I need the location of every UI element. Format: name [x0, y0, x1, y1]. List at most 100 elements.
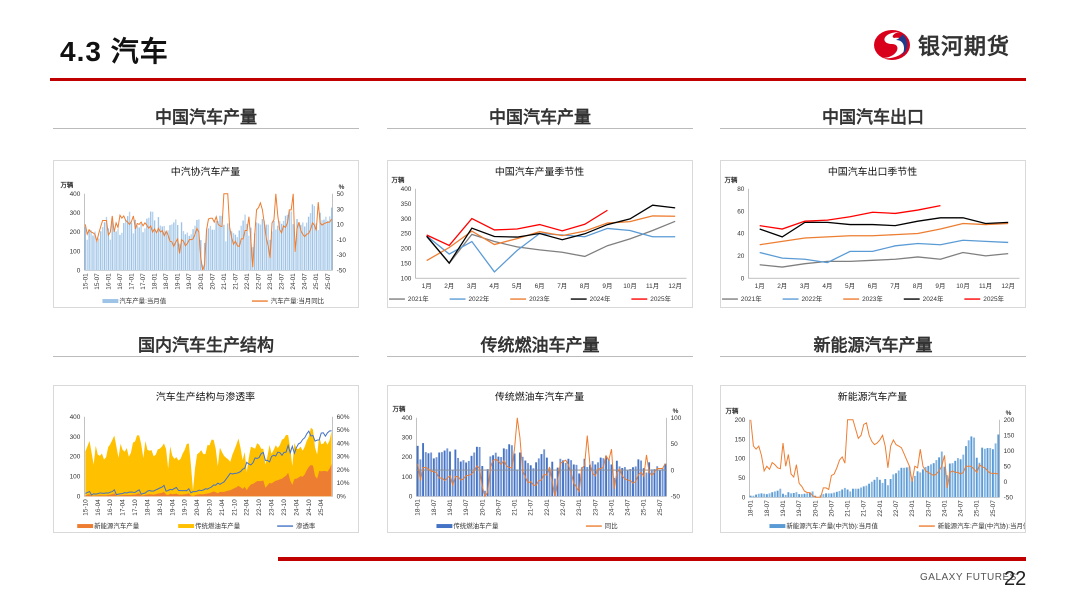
bar	[290, 211, 292, 271]
x-tick-label: 23-10	[281, 499, 288, 516]
bar	[157, 217, 160, 271]
bar	[298, 224, 300, 271]
x-tick-label: 18-04	[144, 499, 151, 516]
bar	[537, 458, 540, 497]
bar	[223, 224, 225, 271]
header-divider	[50, 78, 1026, 81]
x-tick-label: 5月	[512, 282, 522, 290]
legend-label: 同比	[605, 521, 618, 530]
bar	[134, 219, 137, 271]
y2-axis-unit: %	[1006, 410, 1012, 417]
x-tick-label: 21-01	[845, 500, 852, 517]
x-tick-label: 10月	[623, 282, 637, 290]
x-tick-label: 24-01	[608, 499, 615, 516]
yoy-line	[417, 417, 666, 498]
bar	[449, 451, 451, 497]
chart-export-seasonality: 中国汽车出口季节性 万辆 0 20 40 60 80 1月 2月 3月 4月 5月 6月 7月 8月 9月 10…	[720, 160, 1026, 308]
bar	[109, 239, 111, 271]
bar	[760, 493, 763, 498]
bar	[279, 221, 281, 271]
y-tick-label: 100	[402, 474, 413, 481]
x-tick-label: 21-07	[528, 499, 535, 516]
bar	[973, 437, 976, 498]
bar	[84, 226, 86, 271]
bar	[830, 493, 833, 498]
bar	[854, 488, 857, 498]
bar	[749, 495, 752, 498]
bar	[250, 227, 252, 271]
bar	[862, 486, 865, 498]
legend-label: 渗透率	[296, 521, 316, 530]
x-tick-label: 25-04	[318, 499, 325, 516]
y-tick-label: 0	[77, 493, 81, 500]
y2-tick-label: -50	[671, 493, 681, 500]
y-axis-unit: 万辆	[392, 404, 406, 413]
bar	[317, 230, 319, 271]
bar	[123, 223, 125, 271]
bar	[259, 224, 262, 271]
bar	[642, 468, 645, 497]
bar	[313, 206, 316, 271]
series-line-2023年	[759, 222, 1009, 246]
bar	[768, 493, 771, 498]
bar	[136, 225, 138, 271]
x-tick-label: 17-07	[140, 273, 147, 290]
x-tick-label: 21-10	[231, 499, 238, 516]
y-tick-label: 150	[401, 260, 412, 267]
bar	[150, 211, 152, 271]
bar	[234, 234, 237, 271]
bar	[186, 232, 188, 271]
bar	[248, 235, 250, 271]
legend-label: 2022年	[801, 294, 822, 303]
bar	[852, 488, 854, 498]
series-line-2021年	[426, 220, 676, 265]
bar	[265, 224, 267, 271]
bar	[130, 222, 133, 271]
legend-label: 2022年	[468, 294, 489, 303]
bar	[107, 228, 110, 271]
x-tick-label: 24-10	[306, 499, 313, 516]
bar	[171, 224, 173, 271]
legend-label: 2025年	[650, 294, 671, 303]
bar	[779, 488, 782, 498]
bar	[430, 452, 433, 497]
section-divider	[387, 128, 693, 129]
company-logo: 银河期货	[872, 28, 1010, 62]
bar	[121, 232, 123, 271]
bar	[884, 479, 887, 498]
bar	[286, 214, 289, 271]
bar	[599, 457, 602, 497]
x-tick-label: 19-07	[186, 273, 193, 290]
bar	[570, 460, 573, 497]
bar	[284, 215, 287, 271]
page-title: 4.3 汽车	[60, 36, 169, 67]
x-tick-label: 1月	[422, 282, 432, 290]
bar	[315, 223, 317, 271]
bar	[438, 452, 441, 497]
series-line-2025年	[759, 204, 941, 230]
bar	[282, 220, 285, 271]
y-tick-label: 300	[70, 210, 81, 217]
chart-production-seasonality: 中国汽车产量季节性 万辆 100 150 200 250 300 350 400 1月 2月 3月 4月…	[387, 160, 693, 308]
x-tick-label: 19-07	[463, 499, 470, 516]
x-tick-label: 24-07	[625, 499, 632, 516]
y-tick-label: 350	[401, 201, 412, 208]
bar	[163, 225, 165, 271]
y-tick-label: 0	[741, 275, 745, 282]
y-axis-unit: 万辆	[59, 180, 73, 189]
legend-swatch	[102, 299, 119, 304]
chart-title: 新能源汽车产量	[838, 390, 908, 403]
bar	[997, 434, 1000, 498]
y-tick-label: 400	[402, 415, 413, 422]
y-tick-label: 50	[738, 475, 746, 482]
bar	[280, 223, 283, 271]
bar	[252, 247, 254, 271]
bar	[309, 213, 312, 271]
x-tick-label: 23-01	[576, 499, 583, 516]
y-axis-unit: 万辆	[391, 175, 405, 184]
x-tick-label: 22-04	[244, 499, 251, 516]
legend-label: 2023年	[862, 294, 883, 303]
y-tick-label: 400	[70, 191, 81, 198]
bar	[913, 475, 916, 498]
bar	[209, 225, 212, 271]
